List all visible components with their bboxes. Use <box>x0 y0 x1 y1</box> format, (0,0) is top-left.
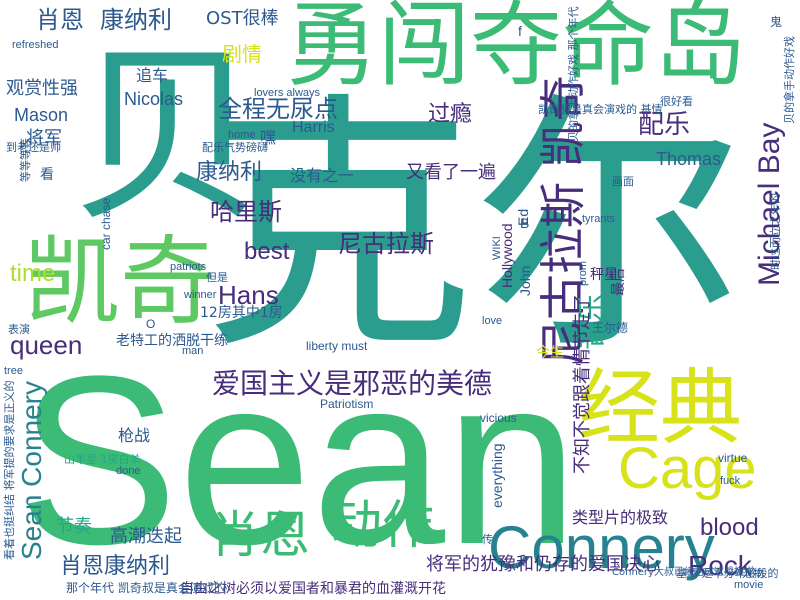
word: Connery大叔已经老成这般模样 <box>612 567 754 578</box>
word: patriots <box>170 261 207 273</box>
word: man <box>182 345 204 357</box>
word: 全程无尿点 <box>218 95 338 123</box>
word: Hans <box>218 280 279 310</box>
word: John <box>517 265 533 296</box>
word: 克尔 <box>204 70 744 385</box>
word: vicious <box>480 411 517 425</box>
word: 不知不觉跟着情节走了 <box>572 294 593 474</box>
word: 今生 <box>536 345 564 361</box>
word: 但是 <box>206 271 228 284</box>
word: Thomas <box>656 149 722 169</box>
word: 传 <box>482 533 493 546</box>
word: 很好看 <box>660 95 693 108</box>
word: Nicolas <box>124 89 184 109</box>
word: 爱国主义是邪恶的美德 <box>212 367 493 400</box>
word: 肖恩康纳利 <box>60 554 171 579</box>
word: movie <box>734 579 764 591</box>
word: 配乐气势磅礴 <box>202 141 268 154</box>
word: 又看了一遍 <box>406 162 496 183</box>
word: 剧情 <box>222 42 262 66</box>
word: 表演 <box>8 323 30 336</box>
word: 凯奇叔是真会演戏的 基情 <box>538 103 663 116</box>
word: love <box>482 315 503 327</box>
word: O <box>146 317 156 331</box>
word: 到老还是帅 <box>6 141 61 154</box>
word: 节奏 <box>56 516 92 537</box>
word: 尼古拉斯 <box>338 230 434 258</box>
word: 看着也挺纠结 将军提的要求是正义的 <box>3 380 16 561</box>
word: Patriotism <box>320 397 374 411</box>
word: 高潮迭起 <box>110 526 182 547</box>
word: 将军的犹豫和仍存的爱国决心 <box>426 554 660 575</box>
word: 画面 <box>612 175 634 188</box>
word: 追车 <box>136 66 169 85</box>
word: liberty must <box>306 339 368 353</box>
word: 王尔德 <box>592 321 629 335</box>
word: Mason <box>14 105 69 125</box>
word: 嘿 <box>260 128 277 147</box>
word: 鬼 <box>770 15 783 29</box>
word: B <box>520 215 530 231</box>
word: 贝 <box>72 26 263 247</box>
word: Cage <box>618 436 757 501</box>
word: winner <box>184 289 217 301</box>
word: car chase <box>99 197 113 250</box>
word: prom <box>577 260 589 286</box>
word: done <box>116 465 141 477</box>
word: lovers always <box>254 87 321 99</box>
word: fuck <box>720 475 741 487</box>
word: tyrants <box>582 213 616 225</box>
word: 贝的拿手动作好戏 <box>783 36 796 124</box>
word: 肖恩 <box>210 506 310 564</box>
word: Sean Connery <box>16 380 47 560</box>
word: 老特工的洒脱干练 <box>116 333 228 349</box>
word: 自由之树必须以爱国者和暴君的血灌溉开花 <box>180 581 446 597</box>
word: 12房其中1房 <box>200 305 283 321</box>
word: 动作 <box>330 496 435 556</box>
word: home <box>228 129 256 141</box>
word: 枪战 <box>118 426 151 445</box>
word: 肖恩 <box>36 6 84 34</box>
word: 类型片的极致 <box>572 508 669 527</box>
word: 过瘾 <box>428 102 473 127</box>
word: time <box>10 260 56 287</box>
word: 勇闯夺命岛 <box>286 0 747 99</box>
word: virtue <box>718 451 748 465</box>
word: blood <box>700 514 759 541</box>
word: 基情 是不分年龄段的 <box>676 567 779 580</box>
word: Harris <box>292 119 335 136</box>
word: everything <box>489 443 505 508</box>
word: 康纳利 <box>196 160 263 185</box>
word: 人物 <box>742 567 764 580</box>
word: 哈里斯 <box>210 198 282 226</box>
word: 等等等等 <box>19 138 32 182</box>
word: 观赏性强 <box>6 78 78 99</box>
word: Connery <box>488 514 715 581</box>
word: 凯奇 <box>24 226 216 338</box>
word: 配乐 <box>638 110 691 140</box>
word: 康纳利 <box>100 6 172 34</box>
word: 将军 <box>26 128 62 149</box>
word: best <box>244 238 290 265</box>
word: 那个年代 凯奇叔是真会演戏的 <box>66 581 226 595</box>
word: 看 <box>40 167 54 183</box>
word: queen <box>10 330 83 360</box>
word: 贝的拿手动作好戏 那个年代 <box>567 6 580 143</box>
word: 山羊星 1房白羊 <box>64 453 141 466</box>
word: WIKI <box>491 236 503 260</box>
word: 时过而立之年的 <box>769 193 782 270</box>
word: Sean <box>18 326 579 594</box>
word: Rock <box>688 550 752 581</box>
word: 没有之一 <box>290 166 355 185</box>
word: refreshed <box>12 39 59 51</box>
word: 秤星 <box>590 267 618 283</box>
word: tree <box>4 365 23 377</box>
word: 经典 <box>578 361 743 456</box>
word: OST很棒 <box>206 8 279 29</box>
word: f <box>518 23 522 39</box>
